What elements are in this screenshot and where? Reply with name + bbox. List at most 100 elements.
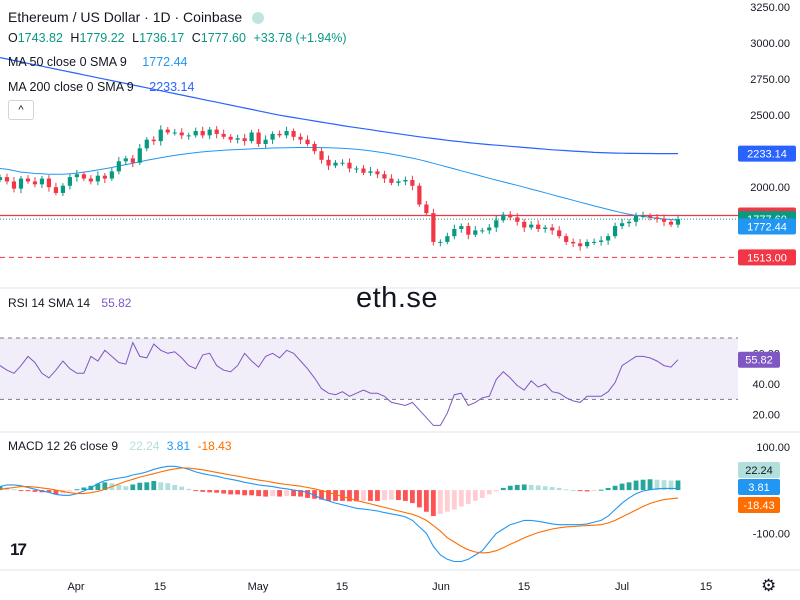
macd-histogram-bar — [591, 490, 597, 492]
macd-signal-last-label: -18.43 — [743, 500, 774, 512]
candle-body — [186, 135, 191, 137]
macd-histogram-bar — [465, 490, 471, 504]
macd-histogram-bar — [116, 484, 122, 491]
close-value: 1777.60 — [200, 31, 246, 45]
candle-body — [53, 187, 59, 193]
candle-body — [130, 158, 135, 163]
candle-body — [18, 178, 24, 189]
candle-body — [4, 177, 10, 182]
candle-body — [424, 204, 429, 214]
candle-body — [606, 236, 611, 241]
macd-hist-last-label-bg — [738, 462, 780, 478]
macd-histogram-bar — [18, 490, 24, 492]
candle-body — [675, 219, 681, 225]
candle-body — [661, 218, 667, 222]
time-tick-label: Jul — [615, 581, 629, 593]
candle-body — [207, 129, 212, 136]
ma50-line — [0, 147, 679, 221]
time-tick-label: Jun — [432, 581, 450, 593]
macd-histogram-bar — [368, 490, 373, 501]
macd-histogram-bar — [186, 488, 192, 491]
candle-body — [228, 136, 233, 140]
low-level-price-label-bg — [738, 249, 796, 266]
macd-histogram-bar — [675, 480, 681, 491]
candle-body — [95, 175, 100, 182]
candle-body — [67, 177, 72, 186]
macd-histogram-bar — [493, 490, 499, 492]
macd-histogram-bar — [235, 490, 241, 495]
macd-histogram-bar — [144, 482, 150, 491]
macd-histogram-bar — [291, 490, 296, 497]
macd-hist-value: 22.24 — [129, 439, 160, 453]
low-label: L — [132, 31, 140, 45]
candle-body — [74, 174, 79, 178]
macd-histogram-bar — [451, 490, 457, 510]
macd-histogram-bar — [500, 487, 506, 491]
rsi-value: 55.82 — [101, 296, 132, 310]
macd-signal-value: -18.43 — [197, 439, 232, 453]
time-tick-label: 15 — [336, 581, 348, 593]
candle-body — [389, 178, 394, 183]
candle-body — [319, 151, 324, 160]
candle-body — [235, 138, 240, 140]
candle-body — [633, 216, 639, 222]
candle-body — [144, 139, 149, 149]
macd-histogram-bar — [95, 483, 101, 491]
macd-histogram-bar — [661, 480, 667, 491]
candle-body — [452, 228, 457, 237]
candle-body — [298, 136, 303, 140]
macd-histogram-bar — [67, 490, 73, 492]
candle-body — [109, 171, 114, 179]
macd-histogram-bar — [605, 487, 611, 491]
macd-histogram-bar — [347, 490, 352, 502]
macd-histogram-bar — [326, 490, 331, 501]
macd-histogram-bar — [249, 490, 255, 496]
tradingview-logo[interactable]: 17 — [10, 540, 27, 560]
macd-histogram-bar — [556, 487, 562, 491]
candle-body — [214, 129, 219, 134]
rsi-legend[interactable]: RSI 14 SMA 14 55.82 — [8, 296, 135, 310]
candles — [0, 125, 681, 251]
macd-histogram-bar — [158, 482, 164, 491]
macd-histogram-bar — [172, 484, 178, 491]
macd-histogram-bar — [137, 482, 143, 491]
price-levels — [0, 214, 738, 258]
price-axis: 3250.003000.002750.002500.002250.002000.… — [750, 2, 790, 194]
ma200-legend[interactable]: MA 200 close 0 SMA 9 2233.14 — [8, 80, 198, 94]
ma200-price-label: 2233.14 — [747, 149, 787, 161]
collapse-legend-button[interactable]: ^ — [8, 100, 34, 120]
rsi-tick-label: 20.00 — [752, 410, 780, 422]
macd-histogram-bar — [277, 490, 282, 497]
gear-icon[interactable]: ⚙ — [761, 576, 777, 595]
candle-body — [11, 181, 17, 189]
macd-legend[interactable]: MACD 12 26 close 9 22.24 3.81 -18.43 — [8, 439, 236, 453]
candle-body — [172, 132, 177, 134]
candle-body — [668, 221, 674, 225]
macd-histogram-bar — [626, 482, 632, 491]
macd-histogram-bar — [165, 483, 171, 491]
candle-body — [466, 226, 471, 235]
candle-body — [116, 161, 121, 172]
macd-histogram-bar — [563, 489, 569, 491]
macd-histogram-bar — [430, 490, 436, 517]
ma50-legend[interactable]: MA 50 close 0 SMA 9 1772.44 — [8, 55, 191, 69]
time-tick-label: May — [248, 581, 269, 593]
macd-histogram-bar — [389, 490, 394, 500]
candle-body — [270, 133, 275, 140]
symbol-title[interactable]: Ethereum / US Dollar · 1D · Coinbase — [8, 9, 268, 25]
rsi-band-fill — [0, 338, 738, 400]
macd-histogram-bar — [535, 485, 541, 491]
candle-body — [403, 180, 408, 182]
symbol-title-text: Ethereum / US Dollar · 1D · Coinbase — [8, 9, 243, 25]
time-tick-label: 15 — [518, 581, 530, 593]
candle-body — [438, 241, 443, 243]
candle-body — [536, 224, 541, 229]
price-tick-label: 2500.00 — [750, 110, 790, 122]
candle-body — [60, 185, 66, 193]
macd-histogram-bar — [361, 490, 366, 501]
candle-body — [32, 181, 38, 185]
macd-histogram-bar — [668, 480, 674, 491]
macd-histogram-bar — [130, 484, 136, 491]
macd-histogram-bar — [305, 490, 310, 498]
